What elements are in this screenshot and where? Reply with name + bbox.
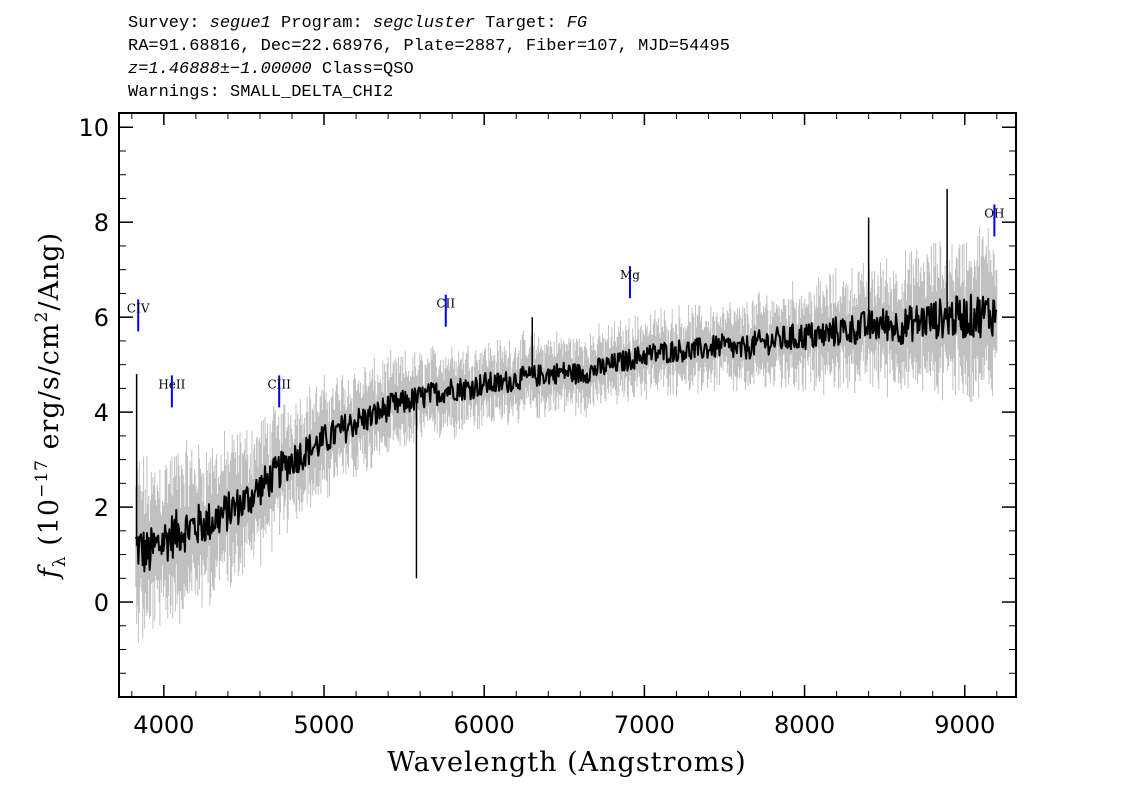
y-axis-title-symbol: f <box>34 564 65 580</box>
survey-value: segue1 <box>209 14 271 33</box>
y-axis-title-close: /Ang) <box>34 232 65 311</box>
y-axis-title-exponent2: 2 <box>32 311 52 323</box>
y-axis-title-subscript: λ <box>50 555 70 567</box>
y-axis-title-exponent: −17 <box>32 459 52 498</box>
plot-content: CIV HeII CIII CII Mg OH <box>127 188 1005 643</box>
target-value: FG <box>566 14 588 33</box>
y-tick-label: 2 <box>94 494 109 522</box>
x-tick-label: 7000 <box>614 711 675 739</box>
line-label: CIV <box>127 301 150 315</box>
x-tick-label: 8000 <box>774 711 835 739</box>
target-label: Target: <box>485 14 557 33</box>
line-label: Mg <box>620 268 640 282</box>
header-line-warnings: Warnings: SMALL_DELTA_CHI2 <box>128 83 394 102</box>
redshift-value: z=1.46888±−1.00000 <box>128 60 312 79</box>
x-tick-label: 4000 <box>133 711 194 739</box>
x-tick-label: 9000 <box>934 711 995 739</box>
program-label: Program: <box>281 14 363 33</box>
y-tick-label: 8 <box>94 209 109 237</box>
header-line-coordinates: RA=91.68816, Dec=22.68976, Plate=2887, F… <box>128 37 730 56</box>
line-label: CII <box>436 297 455 311</box>
axes: 4000 5000 6000 7000 8000 9000 0 2 4 6 8 10 <box>78 113 1016 739</box>
survey-label: Survey: <box>128 14 200 33</box>
line-label: OH <box>984 206 1004 220</box>
line-label: HeII <box>158 377 185 391</box>
y-tick-label: 6 <box>94 304 109 332</box>
x-tick-label: 5000 <box>293 711 354 739</box>
y-axis-title-open: (10 <box>34 498 65 555</box>
y-tick-label: 0 <box>94 589 109 617</box>
y-axis-title: fλ (10−17 erg/s/cm2/Ang) <box>32 232 70 580</box>
y-tick-label: 4 <box>94 399 109 427</box>
flux-series <box>134 293 998 573</box>
spectrum-header: Survey: segue1 Program: segcluster Targe… <box>128 12 730 104</box>
line-label: CIII <box>267 377 291 391</box>
program-value: segcluster <box>372 14 475 33</box>
header-line-survey: Survey: segue1 Program: segcluster Targe… <box>128 12 730 35</box>
y-tick-label: 10 <box>78 114 109 142</box>
error-series <box>135 226 998 643</box>
x-axis-title: Wavelength (Angstroms) <box>387 747 746 778</box>
header-line-redshift: z=1.46888±−1.00000 Class=QSO <box>128 58 730 81</box>
y-axis-title-units: erg/s/cm <box>34 322 65 459</box>
class-value: Class=QSO <box>321 60 414 79</box>
x-tick-label: 6000 <box>454 711 515 739</box>
plot-frame <box>118 112 1017 698</box>
